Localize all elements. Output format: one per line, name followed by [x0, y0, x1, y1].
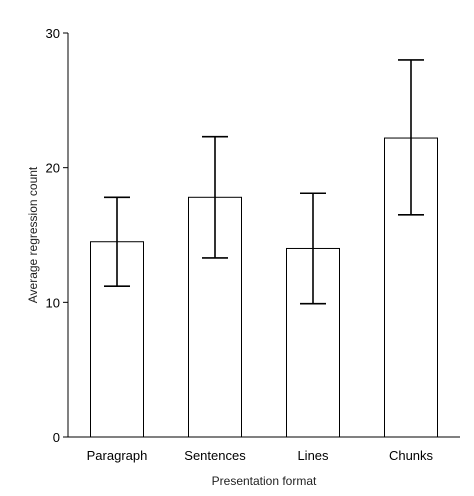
x-tick-label: Lines	[297, 448, 329, 463]
y-tick-label: 10	[46, 295, 60, 310]
bars	[90, 137, 438, 438]
x-tick-labels: Paragraph Sentences Lines Chunks	[87, 448, 434, 463]
y-tick-label: 30	[46, 26, 60, 41]
x-tick-label: Paragraph	[87, 448, 148, 463]
x-axis-title: Presentation format	[212, 474, 317, 488]
error-bars	[104, 59, 424, 305]
x-tick-label: Sentences	[184, 448, 246, 463]
y-ticks: 0 10 20 30	[46, 26, 68, 445]
y-tick-label: 20	[46, 161, 60, 176]
y-axis-title: Average regression count	[26, 166, 40, 303]
y-tick-label: 0	[53, 430, 60, 445]
x-tick-label: Chunks	[389, 448, 434, 463]
